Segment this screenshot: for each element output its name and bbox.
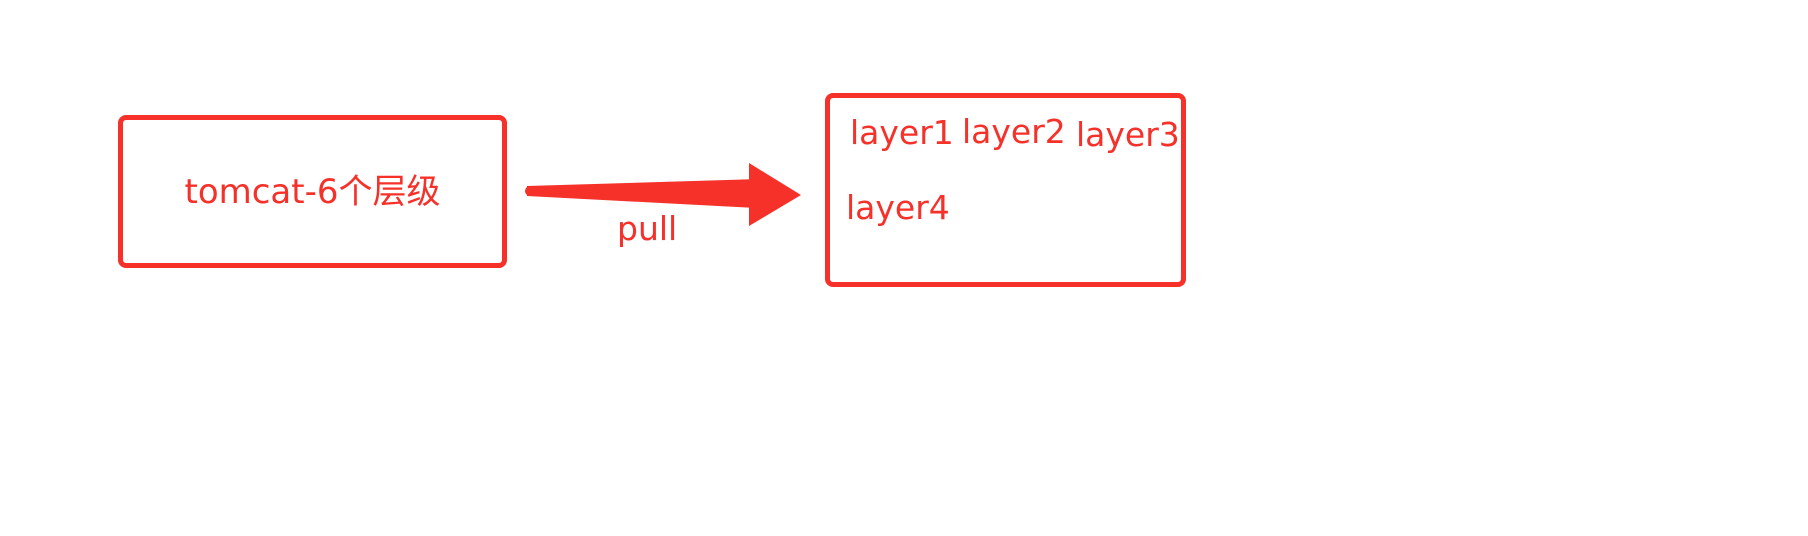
arrow-shaft <box>527 179 760 208</box>
source-node-label: tomcat-6个层级 <box>184 171 441 212</box>
edge-label: pull <box>617 209 678 248</box>
arrow-head <box>749 163 801 226</box>
layer-label: layer3 <box>1076 115 1180 154</box>
source-node: tomcat-6个层级 <box>118 115 507 268</box>
target-node <box>825 93 1186 287</box>
layer-label: layer4 <box>846 188 950 227</box>
layer-label: layer2 <box>962 112 1066 151</box>
layer-label: layer1 <box>850 113 954 152</box>
